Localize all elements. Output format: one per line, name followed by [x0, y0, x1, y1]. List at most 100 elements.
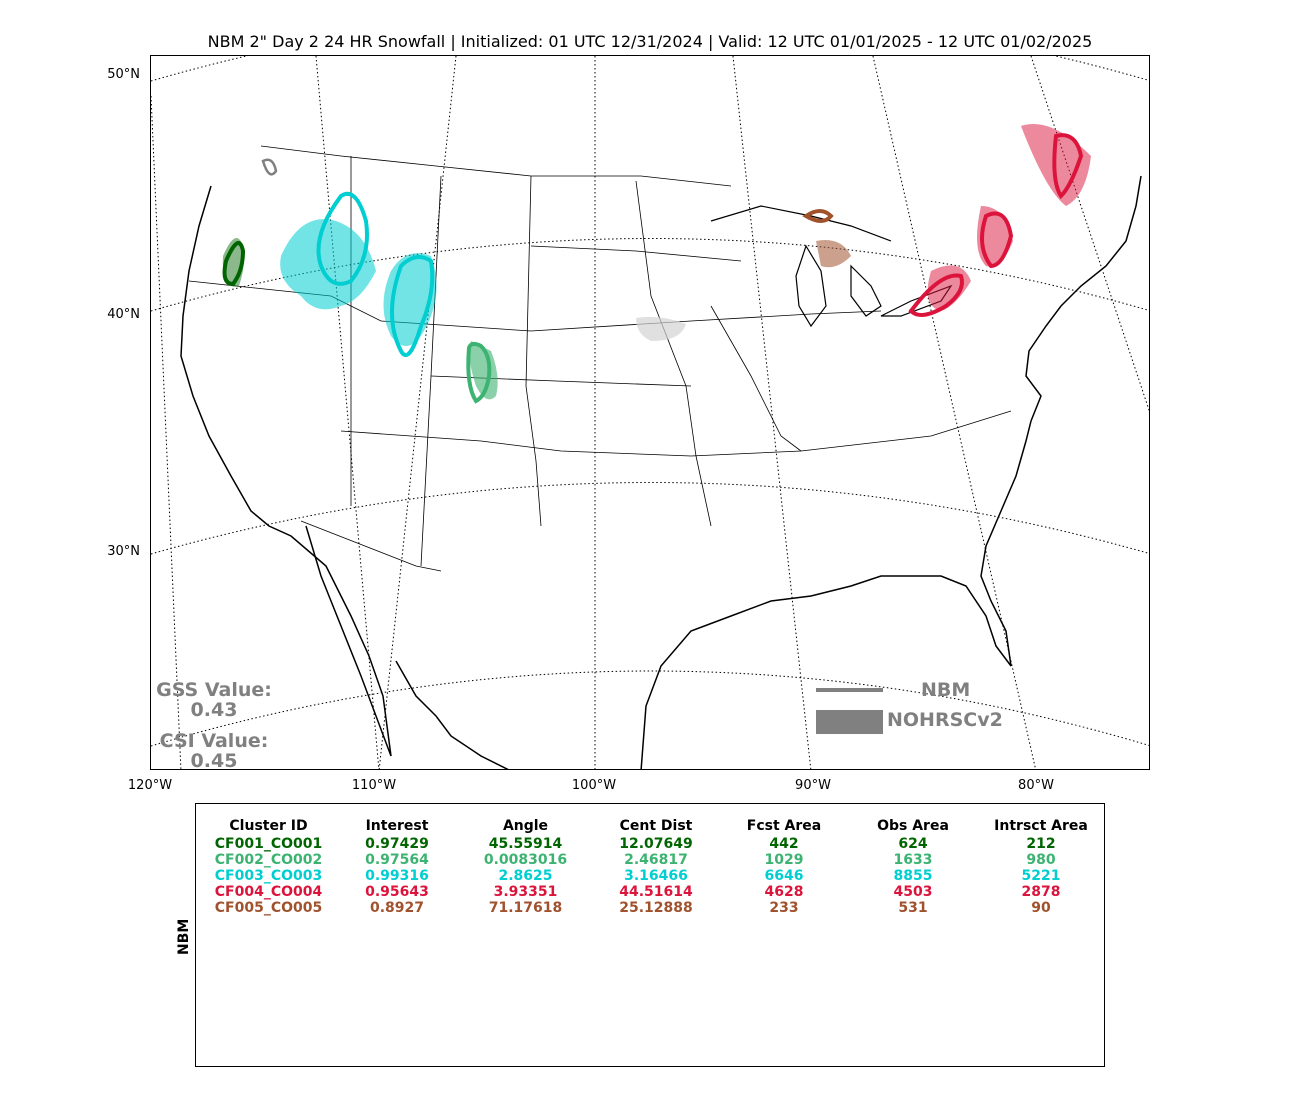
- table-cell: 0.97564: [365, 852, 429, 868]
- table-cell: 0.8927: [369, 900, 425, 916]
- lake-michigan: [795, 244, 827, 328]
- fcst-cluster-3b: [390, 255, 435, 358]
- fcst-cluster-4c: [980, 211, 1014, 269]
- lon-label-80: 80°W: [1018, 778, 1054, 793]
- border-line-j: [710, 305, 802, 452]
- table-cell: 0.95643: [365, 884, 429, 900]
- lon-line-110: [315, 56, 380, 769]
- col-obs-area: Obs Area 624 1633 8855 4503 531: [853, 816, 973, 916]
- lat-label-40: 40°N: [107, 307, 140, 322]
- graticule: [151, 56, 1149, 769]
- gss-value: 0.43: [190, 699, 238, 721]
- fcst-cluster-1: [222, 241, 246, 287]
- legend-line-label: NBM: [921, 679, 971, 701]
- lake-huron: [850, 264, 882, 317]
- border-line-d: [430, 375, 692, 387]
- table-cell: 45.55914: [488, 836, 563, 852]
- table-cell: CF003_CO003: [214, 868, 323, 884]
- border-line-g: [420, 175, 442, 567]
- table-cell: CF002_CO002: [214, 852, 323, 868]
- col-header: Fcst Area: [746, 818, 822, 834]
- fcst-cluster-4a: [1052, 133, 1084, 200]
- lat-line-50: [151, 56, 1149, 82]
- atlantic-coast: [1025, 175, 1142, 422]
- table-cell: 1633: [893, 852, 933, 868]
- table-cell: 0.0083016: [483, 852, 568, 868]
- obs-cluster-5: [816, 240, 851, 268]
- border-line-e: [300, 520, 442, 572]
- table-cell: 624: [898, 836, 928, 852]
- stats-table: Cluster ID CF001_CO001 CF002_CO002 CF003…: [195, 803, 1105, 1067]
- col-intrsct-area: Intrsct Area 212 980 5221 2878 90: [981, 816, 1101, 916]
- lat-label-30: 30°N: [107, 544, 140, 559]
- table-cell: CF005_CO005: [214, 900, 323, 916]
- table-cell: CF001_CO001: [214, 836, 323, 852]
- forecast-objects: [222, 133, 1084, 404]
- col-fcst-area: Fcst Area 442 1029 6646 4628 233: [724, 816, 844, 916]
- obs-cluster-2: [469, 341, 498, 400]
- table-cell: 6646: [764, 868, 804, 884]
- table-cell: 1029: [764, 852, 804, 868]
- table-cell: 3.16466: [624, 868, 688, 884]
- lon-label-110: 110°W: [351, 778, 397, 793]
- table-cell: 0.99316: [365, 868, 429, 884]
- border-line-h: [525, 175, 542, 527]
- csi-label: CSI Value:: [159, 730, 269, 752]
- map-canvas: [151, 56, 1149, 769]
- pacific-coast: [180, 185, 392, 757]
- border-line-i: [635, 180, 712, 527]
- obs-cluster-3a: [280, 219, 376, 310]
- table-cell: 25.12888: [619, 900, 693, 916]
- col-header: Cluster ID: [229, 818, 308, 834]
- observed-objects: [222, 124, 1091, 400]
- table-cell: 44.51614: [619, 884, 693, 900]
- mexico-west-coast: [395, 660, 509, 769]
- lon-label-90: 90°W: [795, 778, 831, 793]
- table-cell: 8855: [893, 868, 933, 884]
- fcst-cluster-2: [466, 341, 492, 404]
- baja-coast: [305, 525, 392, 757]
- csi-value: 0.45: [190, 750, 238, 772]
- coastline: [180, 175, 1142, 769]
- fcst-cluster-3a: [316, 191, 369, 286]
- table-cell: 71.17618: [488, 900, 563, 916]
- border-line-b: [260, 145, 732, 187]
- obs-unmatched: [636, 316, 686, 341]
- table-cell: 90: [1031, 900, 1051, 916]
- table-cell: 212: [1026, 836, 1056, 852]
- lon-line-120: [151, 95, 182, 769]
- table-cell: 531: [898, 900, 928, 916]
- state-borders: [188, 145, 1012, 572]
- table-cell: 2.8625: [498, 868, 553, 884]
- chart-title: NBM 2" Day 2 24 HR Snowfall | Initialize…: [207, 32, 1093, 51]
- col-cent-dist: Cent Dist 12.07649 2.46817 3.16466 44.51…: [596, 816, 716, 916]
- fcst-cluster-4b: [908, 273, 964, 317]
- lon-label-120: 120°W: [127, 778, 173, 793]
- table-cell: 442: [769, 836, 799, 852]
- col-angle: Angle 45.55914 0.0083016 2.8625 3.93351 …: [453, 816, 598, 916]
- lon-line-85: [872, 56, 1037, 769]
- border-line-c: [340, 410, 1012, 457]
- lon-line-80: [1030, 56, 1149, 412]
- lon-line-90: [732, 56, 812, 769]
- lat-label-50: 50°N: [107, 67, 140, 82]
- col-cluster-id: Cluster ID CF001_CO001 CF002_CO002 CF003…: [196, 816, 341, 916]
- col-header: Interest: [365, 818, 429, 834]
- table-cell: 12.07649: [619, 836, 693, 852]
- lon-line-105: [378, 56, 457, 769]
- table-cell: 3.93351: [493, 884, 558, 900]
- table-cell: CF004_CO004: [214, 884, 323, 900]
- fcst-unmatched: [261, 158, 278, 176]
- table-side-label: NBM: [176, 918, 192, 955]
- lake-superior: [710, 205, 892, 242]
- col-header: Obs Area: [877, 818, 949, 834]
- col-interest: Interest 0.97429 0.97564 0.99316 0.95643…: [341, 816, 453, 916]
- table-cell: 2.46817: [624, 852, 688, 868]
- table-cell: 0.97429: [365, 836, 429, 852]
- table-cell: 5221: [1021, 868, 1061, 884]
- table-cell: 2878: [1021, 884, 1061, 900]
- gss-label: GSS Value:: [156, 679, 272, 701]
- table-cell: 4628: [764, 884, 804, 900]
- map-panel: [150, 55, 1150, 770]
- lon-label-100: 100°W: [571, 778, 617, 793]
